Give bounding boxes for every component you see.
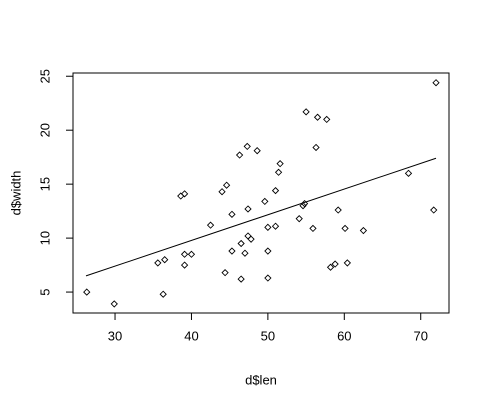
point xyxy=(244,232,252,240)
point xyxy=(180,190,189,198)
point xyxy=(261,197,269,206)
point xyxy=(237,275,245,283)
point xyxy=(244,205,252,213)
point xyxy=(295,215,303,223)
point xyxy=(83,288,91,296)
point xyxy=(299,202,307,210)
point xyxy=(221,269,229,277)
point xyxy=(247,235,255,243)
point xyxy=(276,160,284,168)
point xyxy=(274,168,283,176)
point xyxy=(302,108,310,116)
x-axis-label: d$len xyxy=(245,372,277,387)
point xyxy=(243,142,251,151)
point xyxy=(177,192,185,200)
y-axis-label: d$width xyxy=(8,171,23,216)
point xyxy=(159,290,167,298)
point xyxy=(430,206,438,214)
point xyxy=(271,186,280,195)
y-tick-label: 25 xyxy=(37,69,52,83)
point xyxy=(309,224,317,233)
point xyxy=(180,250,189,258)
y-tick-label: 10 xyxy=(37,231,52,245)
point xyxy=(323,115,331,124)
point xyxy=(432,79,440,87)
point xyxy=(241,249,249,257)
point xyxy=(235,151,244,159)
point xyxy=(341,224,349,233)
point xyxy=(110,300,118,308)
point xyxy=(264,274,272,282)
point xyxy=(180,261,189,269)
point xyxy=(271,222,280,230)
point xyxy=(218,188,226,196)
point xyxy=(161,256,169,264)
y-tick-label: 5 xyxy=(37,288,52,295)
point xyxy=(264,223,272,231)
point xyxy=(359,226,368,235)
y-tick-label: 15 xyxy=(37,177,52,191)
point xyxy=(228,247,236,255)
point xyxy=(343,259,351,267)
point xyxy=(206,221,215,229)
y-tick-label: 20 xyxy=(37,123,52,137)
point xyxy=(334,206,342,214)
point xyxy=(313,113,322,121)
point xyxy=(312,143,320,152)
x-tick-label: 60 xyxy=(337,328,351,343)
x-tick-label: 50 xyxy=(261,328,275,343)
x-tick-label: 30 xyxy=(108,328,122,343)
point xyxy=(404,169,413,177)
point xyxy=(228,210,236,219)
point xyxy=(154,259,162,267)
point xyxy=(237,239,245,248)
point xyxy=(326,263,335,271)
x-tick-label: 40 xyxy=(184,328,198,343)
point xyxy=(264,247,272,255)
point xyxy=(253,147,261,155)
fit-line xyxy=(85,157,437,277)
point xyxy=(331,260,339,268)
point xyxy=(222,181,231,189)
x-tick-label: 70 xyxy=(413,328,427,343)
plot-frame xyxy=(72,72,450,314)
point xyxy=(187,250,196,258)
